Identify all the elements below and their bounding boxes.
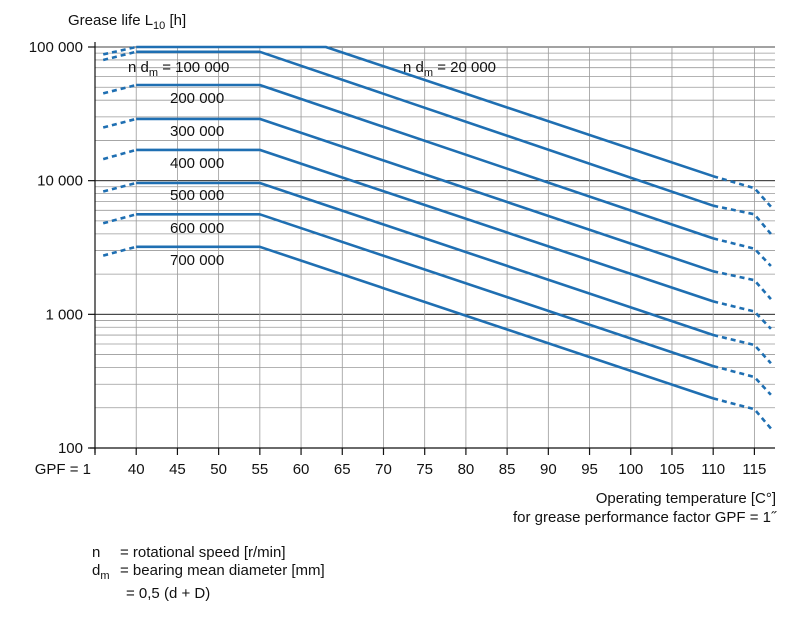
series-label: n dm = 20 000: [403, 59, 496, 79]
x-tick-label: 95: [581, 461, 598, 478]
series-line-dashed-left: [102, 148, 137, 161]
y-tick-label: 100: [58, 440, 83, 457]
series-label: 400 000: [170, 155, 224, 172]
y-tick-label: 100 000: [29, 39, 83, 56]
legend-n-symbol: n: [92, 544, 101, 561]
series-line: [136, 245, 714, 400]
legend-dm-symbol: dm: [92, 562, 120, 585]
legend-dm-text: = bearing mean diameter [mm]: [120, 562, 325, 579]
x-tick-label: 65: [334, 461, 351, 478]
x-axis-start-label: GPF = 1: [35, 461, 91, 478]
series-line-dashed: [712, 333, 772, 365]
legend-dm-sub: m: [100, 570, 110, 582]
series-line: [136, 45, 714, 178]
series-label: 500 000: [170, 187, 224, 204]
x-tick-label: 105: [659, 461, 684, 478]
y-tick-label: 1 000: [45, 306, 83, 323]
series-line: [136, 117, 714, 273]
series-line: [136, 83, 714, 240]
series-line-dashed: [712, 270, 772, 300]
legend-dm-formula: = 0,5 (d + D): [126, 585, 211, 602]
x-tick-label: 60: [293, 461, 310, 478]
x-tick-label: 115: [742, 461, 766, 478]
series-line-dashed-left: [102, 45, 137, 56]
series-label: 700 000: [170, 252, 224, 269]
series-label: 600 000: [170, 220, 224, 237]
series-line-dashed: [712, 397, 772, 430]
series-line-dashed-left: [102, 117, 137, 129]
series-line-dashed-left: [102, 50, 137, 62]
series-line-dashed: [712, 237, 772, 267]
x-tick-label: 80: [458, 461, 475, 478]
x-tick-label: 55: [252, 461, 269, 478]
x-axis-label-line2: for grease performance factor GPF = 1˝: [513, 509, 777, 526]
series-line-dashed-left: [102, 213, 137, 225]
series-line-dashed-left: [102, 245, 137, 257]
legend: n = rotational speed [r/min] dm = bearin…: [92, 544, 325, 603]
grease-life-chart: 100 1 000 10 000 100 000 GPF = 1 40 45 50 55 60 65…: [29, 12, 777, 526]
x-tick-label: 100: [618, 461, 643, 478]
x-tick-label: 110: [701, 461, 725, 478]
x-tick-label: 85: [499, 461, 516, 478]
series-line-dashed: [712, 364, 772, 396]
legend-row-n: n = rotational speed [r/min]: [92, 544, 325, 562]
series-line: [136, 50, 714, 207]
legend-dm-letter: d: [92, 562, 101, 579]
series-line-dashed-left: [102, 83, 137, 95]
x-tick-label: 40: [128, 461, 145, 478]
legend-row-formula: = 0,5 (d + D): [92, 585, 325, 603]
y-axis-label: Grease life L10 [h]: [68, 12, 186, 32]
series-line: [136, 213, 714, 368]
x-tick-label: 75: [416, 461, 433, 478]
legend-row-dm: dm = bearing mean diameter [mm]: [92, 562, 325, 585]
series-label: 300 000: [170, 123, 224, 140]
series-line-dashed-left: [102, 181, 137, 193]
x-tick-label: 90: [540, 461, 557, 478]
series-line: [136, 181, 714, 337]
series-label: n dm = 100 000: [128, 59, 229, 79]
y-tick-label: 10 000: [37, 173, 83, 190]
x-axis-label: Operating temperature [C°]: [596, 490, 776, 507]
series-line: [136, 148, 714, 303]
x-tick-label: 45: [169, 461, 186, 478]
legend-n-text: = rotational speed [r/min]: [120, 544, 286, 561]
x-tick-label: 50: [210, 461, 227, 478]
series-line-dashed: [712, 300, 772, 330]
series-label: 200 000: [170, 90, 224, 107]
x-tick-label: 70: [375, 461, 392, 478]
